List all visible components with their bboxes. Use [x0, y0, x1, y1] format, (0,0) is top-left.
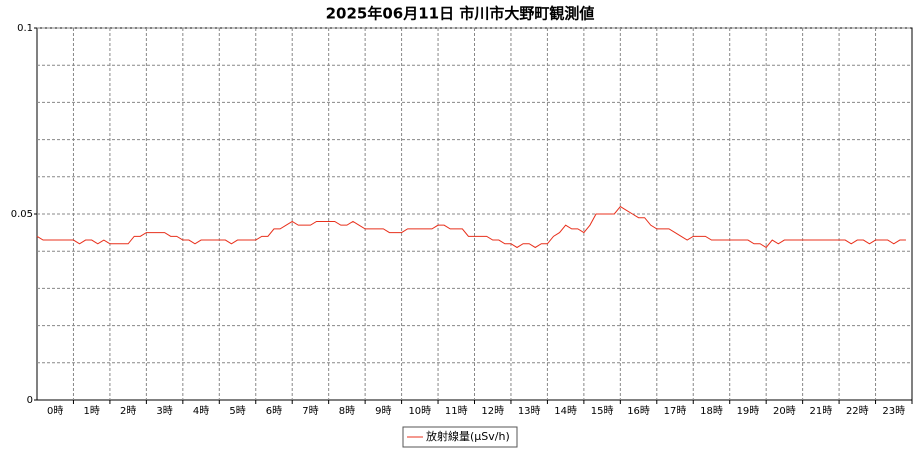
x-tick-label: 19時	[737, 405, 760, 417]
x-tick-label: 0時	[47, 405, 63, 417]
x-tick-label: 1時	[84, 405, 100, 417]
y-tick-label: 0.1	[17, 23, 33, 34]
x-tick-label: 6時	[266, 405, 282, 417]
x-tick-label: 16時	[627, 405, 650, 417]
y-tick-label: 0.05	[11, 209, 33, 220]
data-line	[36, 205, 906, 249]
x-tick-label: 20時	[773, 405, 796, 417]
x-tick-label: 3時	[156, 405, 172, 417]
x-tick-label: 18時	[700, 405, 723, 417]
x-tick-label: 23時	[882, 405, 905, 417]
x-tick-label: 11時	[445, 405, 468, 417]
chart-title: 2025年06月11日 市川市大野町観測値	[326, 5, 595, 23]
x-tick-label: 8時	[339, 405, 355, 417]
x-tick-label: 5時	[229, 405, 245, 417]
legend-label: 放射線量(μSv/h)	[426, 429, 510, 443]
x-tick-label: 21時	[809, 405, 832, 417]
x-tick-label: 13時	[518, 405, 541, 417]
x-tick-label: 22時	[846, 405, 869, 417]
x-tick-label: 2時	[120, 405, 136, 417]
x-tick-label: 7時	[302, 405, 318, 417]
x-tick-label: 4時	[193, 405, 209, 417]
x-tick-label: 15時	[591, 405, 614, 417]
x-tick-label: 17時	[664, 405, 687, 417]
x-tick-label: 12時	[481, 405, 504, 417]
legend-box	[402, 426, 518, 448]
x-tick-label: 9時	[375, 405, 391, 417]
y-tick-label: 0	[27, 395, 33, 406]
x-tick-label: 14時	[554, 405, 577, 417]
x-tick-label: 10時	[408, 405, 431, 417]
